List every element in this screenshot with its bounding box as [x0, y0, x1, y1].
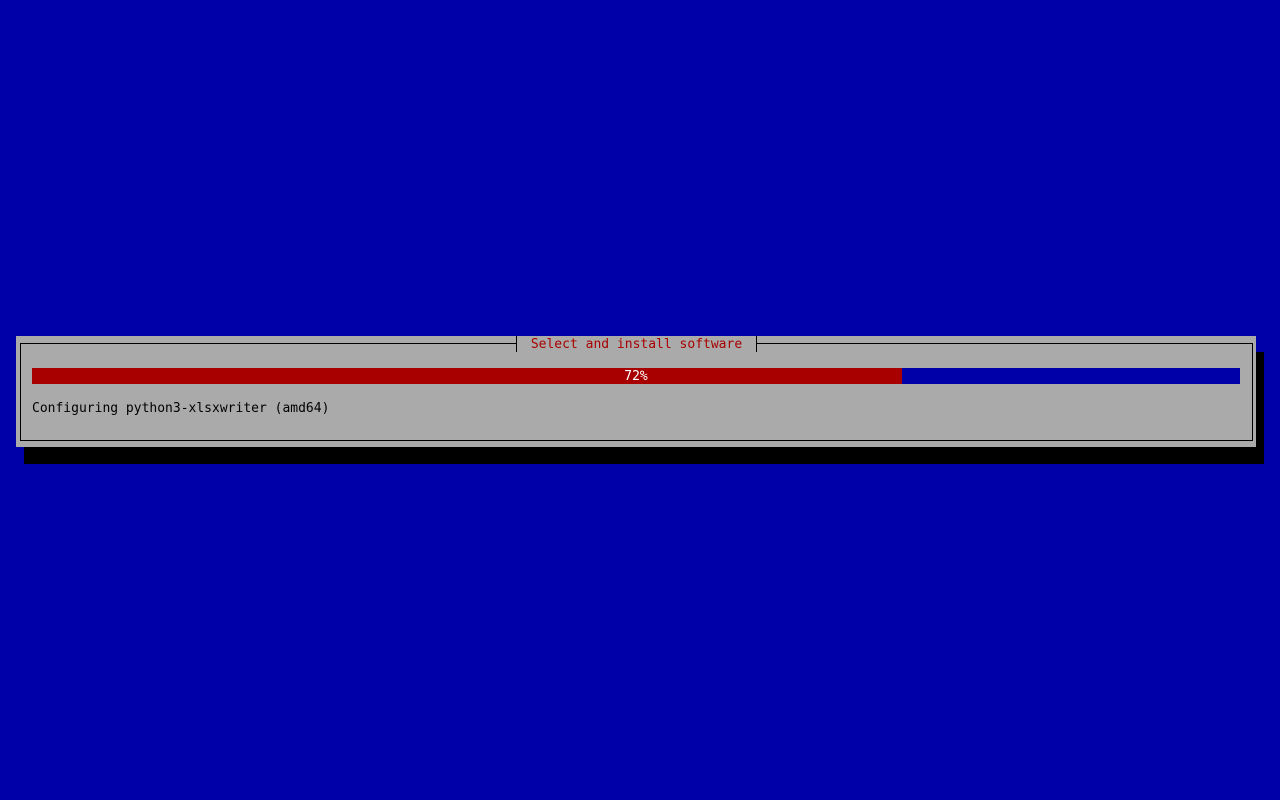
progress-label: 72% [624, 369, 648, 384]
progress-fill [32, 368, 902, 384]
dialog-title: Select and install software [516, 336, 757, 352]
dialog-frame [20, 343, 1253, 441]
status-text: Configuring python3-xlsxwriter (amd64) [32, 401, 330, 416]
progress-bar: 72% [32, 368, 1240, 384]
progress-dialog: Select and install software 72% Configur… [16, 336, 1256, 447]
